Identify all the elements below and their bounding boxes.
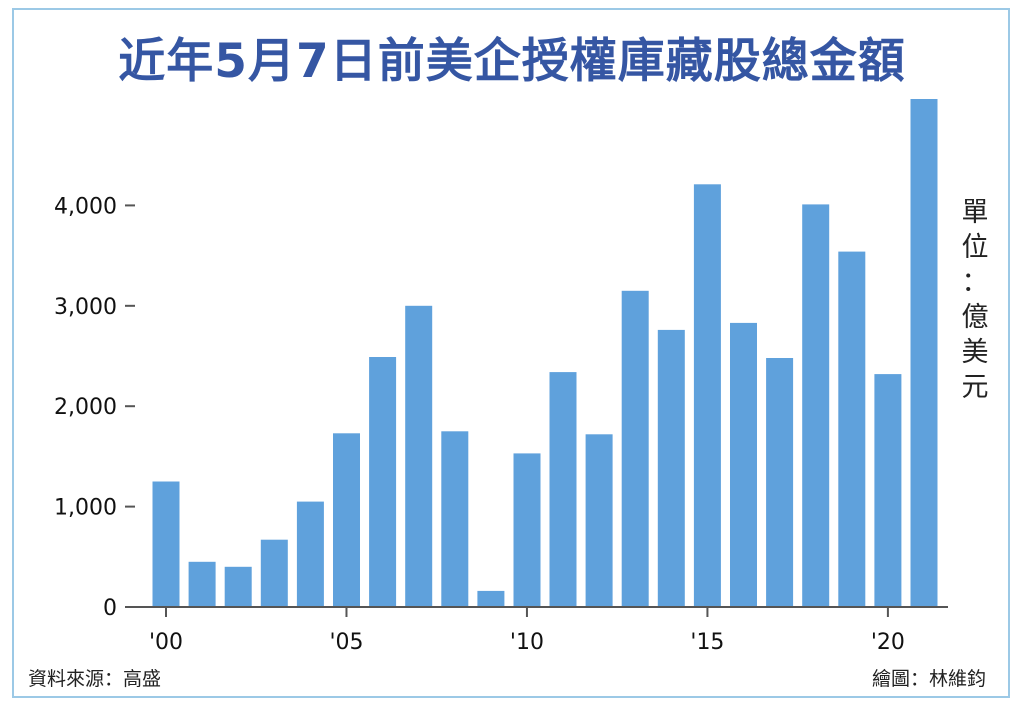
x-tick-label: '15 [690,630,724,655]
unit-char: 元 [961,372,989,403]
bar-2010 [513,453,541,607]
bar-2021 [910,99,938,607]
bar-2004 [296,501,324,607]
bar-2017 [766,358,794,607]
bar-2020 [874,374,902,607]
y-ticks-group: 0 1,000 2,000 3,000 4,000 [54,194,135,621]
y-tick-label: 4,000 [54,194,117,219]
bar-2000 [152,481,180,607]
bar-2007 [405,305,433,607]
y-tick-label: 1,000 [54,496,117,521]
bar-2011 [549,372,577,607]
x-tick-label: '05 [329,630,363,655]
bar-2018 [802,204,830,607]
unit-char: 億 [961,302,989,333]
unit-char: 位 [961,232,989,263]
y-tick-label: 2,000 [54,395,117,420]
bar-2005 [333,433,360,607]
x-tick-label: '00 [149,630,183,655]
source-note: 資料來源：高盛 [28,668,162,690]
unit-label: 單位 ： 億美元 [955,195,995,405]
x-ticks-group: '00 '05 '10 '15 '20 [149,607,905,655]
chart-title: 近年5月7日前美企授權庫藏股總金額 [118,34,906,89]
bar-2009 [477,590,505,607]
bar-2002 [224,566,252,607]
unit-char: 美 [961,337,989,368]
bar-2015 [693,184,721,608]
unit-char: 單 [961,197,989,228]
bar-2001 [188,561,216,607]
bar-2008 [441,431,469,607]
bar-2003 [260,539,288,607]
x-tick-label: '20 [871,630,905,655]
y-tick-label: 0 [103,596,117,621]
y-tick-label: 3,000 [54,295,117,320]
x-tick-label: '10 [510,630,544,655]
bar-2013 [621,290,649,607]
credit-note: 繪圖：林維鈞 [871,668,986,690]
bars-group [152,99,938,608]
bar-2019 [838,251,866,607]
bar-2012 [585,434,613,607]
bar-2014 [657,329,685,607]
bar-2016 [730,322,757,607]
unit-char: ： [961,267,989,298]
bar-2006 [369,357,397,607]
